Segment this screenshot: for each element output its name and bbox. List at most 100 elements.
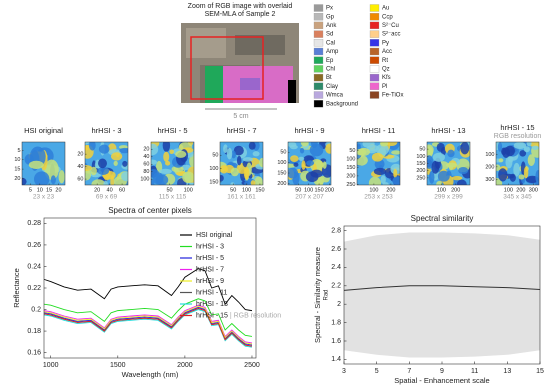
y-tick-label: 100 — [416, 154, 425, 160]
y-tick-label: 80 — [143, 169, 149, 175]
legend-swatch — [313, 82, 324, 90]
y-tick-label: 15 — [14, 167, 20, 173]
y-tick-label: 0.18 — [27, 328, 41, 335]
heatmap-blob — [110, 152, 123, 161]
y-tick-label: 200 — [346, 173, 355, 179]
heatmap-blob — [85, 142, 90, 145]
heatmap-blob — [90, 166, 97, 176]
heatmap-blob — [497, 142, 503, 152]
legend-label: Clay — [326, 84, 338, 90]
panel-caption: 253 x 253 — [364, 194, 393, 201]
panel-caption: 345 x 345 — [503, 194, 532, 201]
legend-name: hrHSI - 5 — [196, 255, 224, 262]
band — [344, 232, 540, 358]
heatmap-blob — [357, 147, 371, 156]
heatmap-blob — [371, 152, 384, 162]
legend-label: hrHSI - 15 | RGB resolution — [196, 312, 281, 319]
legend-swatch — [369, 82, 380, 90]
legend-name: hrHSI - 15 — [196, 312, 228, 319]
y-tick-label: 1.4 — [331, 356, 341, 363]
series-line — [43, 298, 253, 337]
heatmap-blob — [33, 171, 50, 185]
heatmap-blob — [460, 142, 470, 155]
heatmap-blob — [380, 175, 386, 184]
x-tick-label: 3 — [342, 368, 346, 375]
heatmap-blob — [258, 157, 263, 168]
heatmap-blob — [182, 171, 194, 184]
rgb-texture — [235, 35, 285, 55]
legend-swatch — [369, 73, 380, 82]
legend-label: HSI original — [196, 232, 233, 239]
x-tick-label: 1000 — [43, 362, 59, 369]
x-tick-label: 11 — [471, 368, 478, 375]
y-tick-label: 50 — [212, 153, 218, 159]
x-tick-label: 100 — [184, 187, 193, 193]
legend-label: S²⁻acc — [382, 32, 401, 38]
x-tick-label: 5 — [29, 187, 32, 193]
heatmap-blob — [231, 150, 237, 159]
legend-swatch — [369, 4, 380, 12]
heatmap-blob — [163, 151, 170, 163]
heatmap-blob — [373, 167, 387, 176]
legend-label: Px — [326, 6, 333, 12]
y-tick-label: 20 — [143, 147, 149, 153]
legend-label: Fe-TiOx — [382, 93, 403, 99]
heatmap-blob — [298, 156, 305, 161]
legend-swatch — [313, 100, 324, 108]
legend-swatch — [313, 56, 324, 64]
heatmap-blob — [393, 168, 398, 179]
legend-name: hrHSI - 11 — [196, 289, 227, 296]
heatmap-blob — [169, 149, 174, 154]
x-tick-label: 100 — [437, 187, 446, 193]
heatmap-blob — [175, 150, 187, 158]
x-tick-label: 60 — [119, 187, 125, 193]
heatmap-blob — [325, 143, 331, 154]
legend-label: Au — [382, 6, 389, 12]
heatmap-image — [288, 142, 331, 185]
y-tick-label: 200 — [277, 181, 286, 187]
heatmap-blob — [509, 173, 516, 182]
x-tick-label: 100 — [242, 187, 251, 193]
panel-caption: 299 x 299 — [434, 194, 463, 201]
heatmap-blob — [432, 152, 445, 162]
heatmap-blob — [85, 165, 93, 171]
legend-label: Pl — [382, 84, 387, 90]
heatmap-blob — [535, 170, 539, 184]
legend-swatch — [369, 39, 380, 47]
x-tick-label: 50 — [295, 187, 301, 193]
y-tick-label: 250 — [346, 182, 355, 188]
y-tick-label: 1.8 — [331, 319, 341, 326]
panel-title: hrHSI - 7 — [226, 126, 256, 135]
legend-label: Ank — [326, 23, 337, 29]
legend-label: hrHSI - 3 — [196, 243, 224, 250]
heatmap-image — [496, 142, 539, 185]
y-tick-label: 2.8 — [331, 227, 341, 234]
heatmap-blob — [122, 160, 128, 167]
heatmap-blob — [427, 146, 434, 158]
x-tick-label: 5 — [375, 368, 379, 375]
legend-swatch — [369, 47, 380, 56]
x-tick-label: 100 — [304, 187, 313, 193]
legend-swatch — [369, 91, 380, 99]
y-tick-label: 0.24 — [27, 263, 41, 270]
heatmap-blob — [519, 150, 527, 157]
legend-swatch — [369, 21, 380, 30]
x-tick-label: 100 — [369, 187, 378, 193]
x-tick-label: 15 — [46, 187, 52, 193]
heatmap-blob — [248, 142, 256, 150]
x-tick-label: 200 — [386, 187, 395, 193]
x-tick-label: 2000 — [177, 362, 193, 369]
heatmap-blob — [121, 171, 128, 182]
y-axis-label: Spectral - Similarity measure — [313, 247, 322, 343]
heatmap-blob — [151, 159, 158, 165]
y-tick-label: 200 — [485, 164, 494, 170]
x-tick-label: 9 — [440, 368, 444, 375]
heatmap-blob — [496, 164, 501, 171]
legend-label: Py — [382, 40, 389, 46]
heatmap-blob — [531, 145, 539, 150]
heatmap-image — [22, 142, 65, 185]
y-tick-label: 0.28 — [27, 220, 41, 227]
legend-label: hrHSI - 11 — [196, 289, 227, 296]
heatmap-blob — [306, 160, 315, 166]
heatmap-blob — [362, 142, 375, 148]
